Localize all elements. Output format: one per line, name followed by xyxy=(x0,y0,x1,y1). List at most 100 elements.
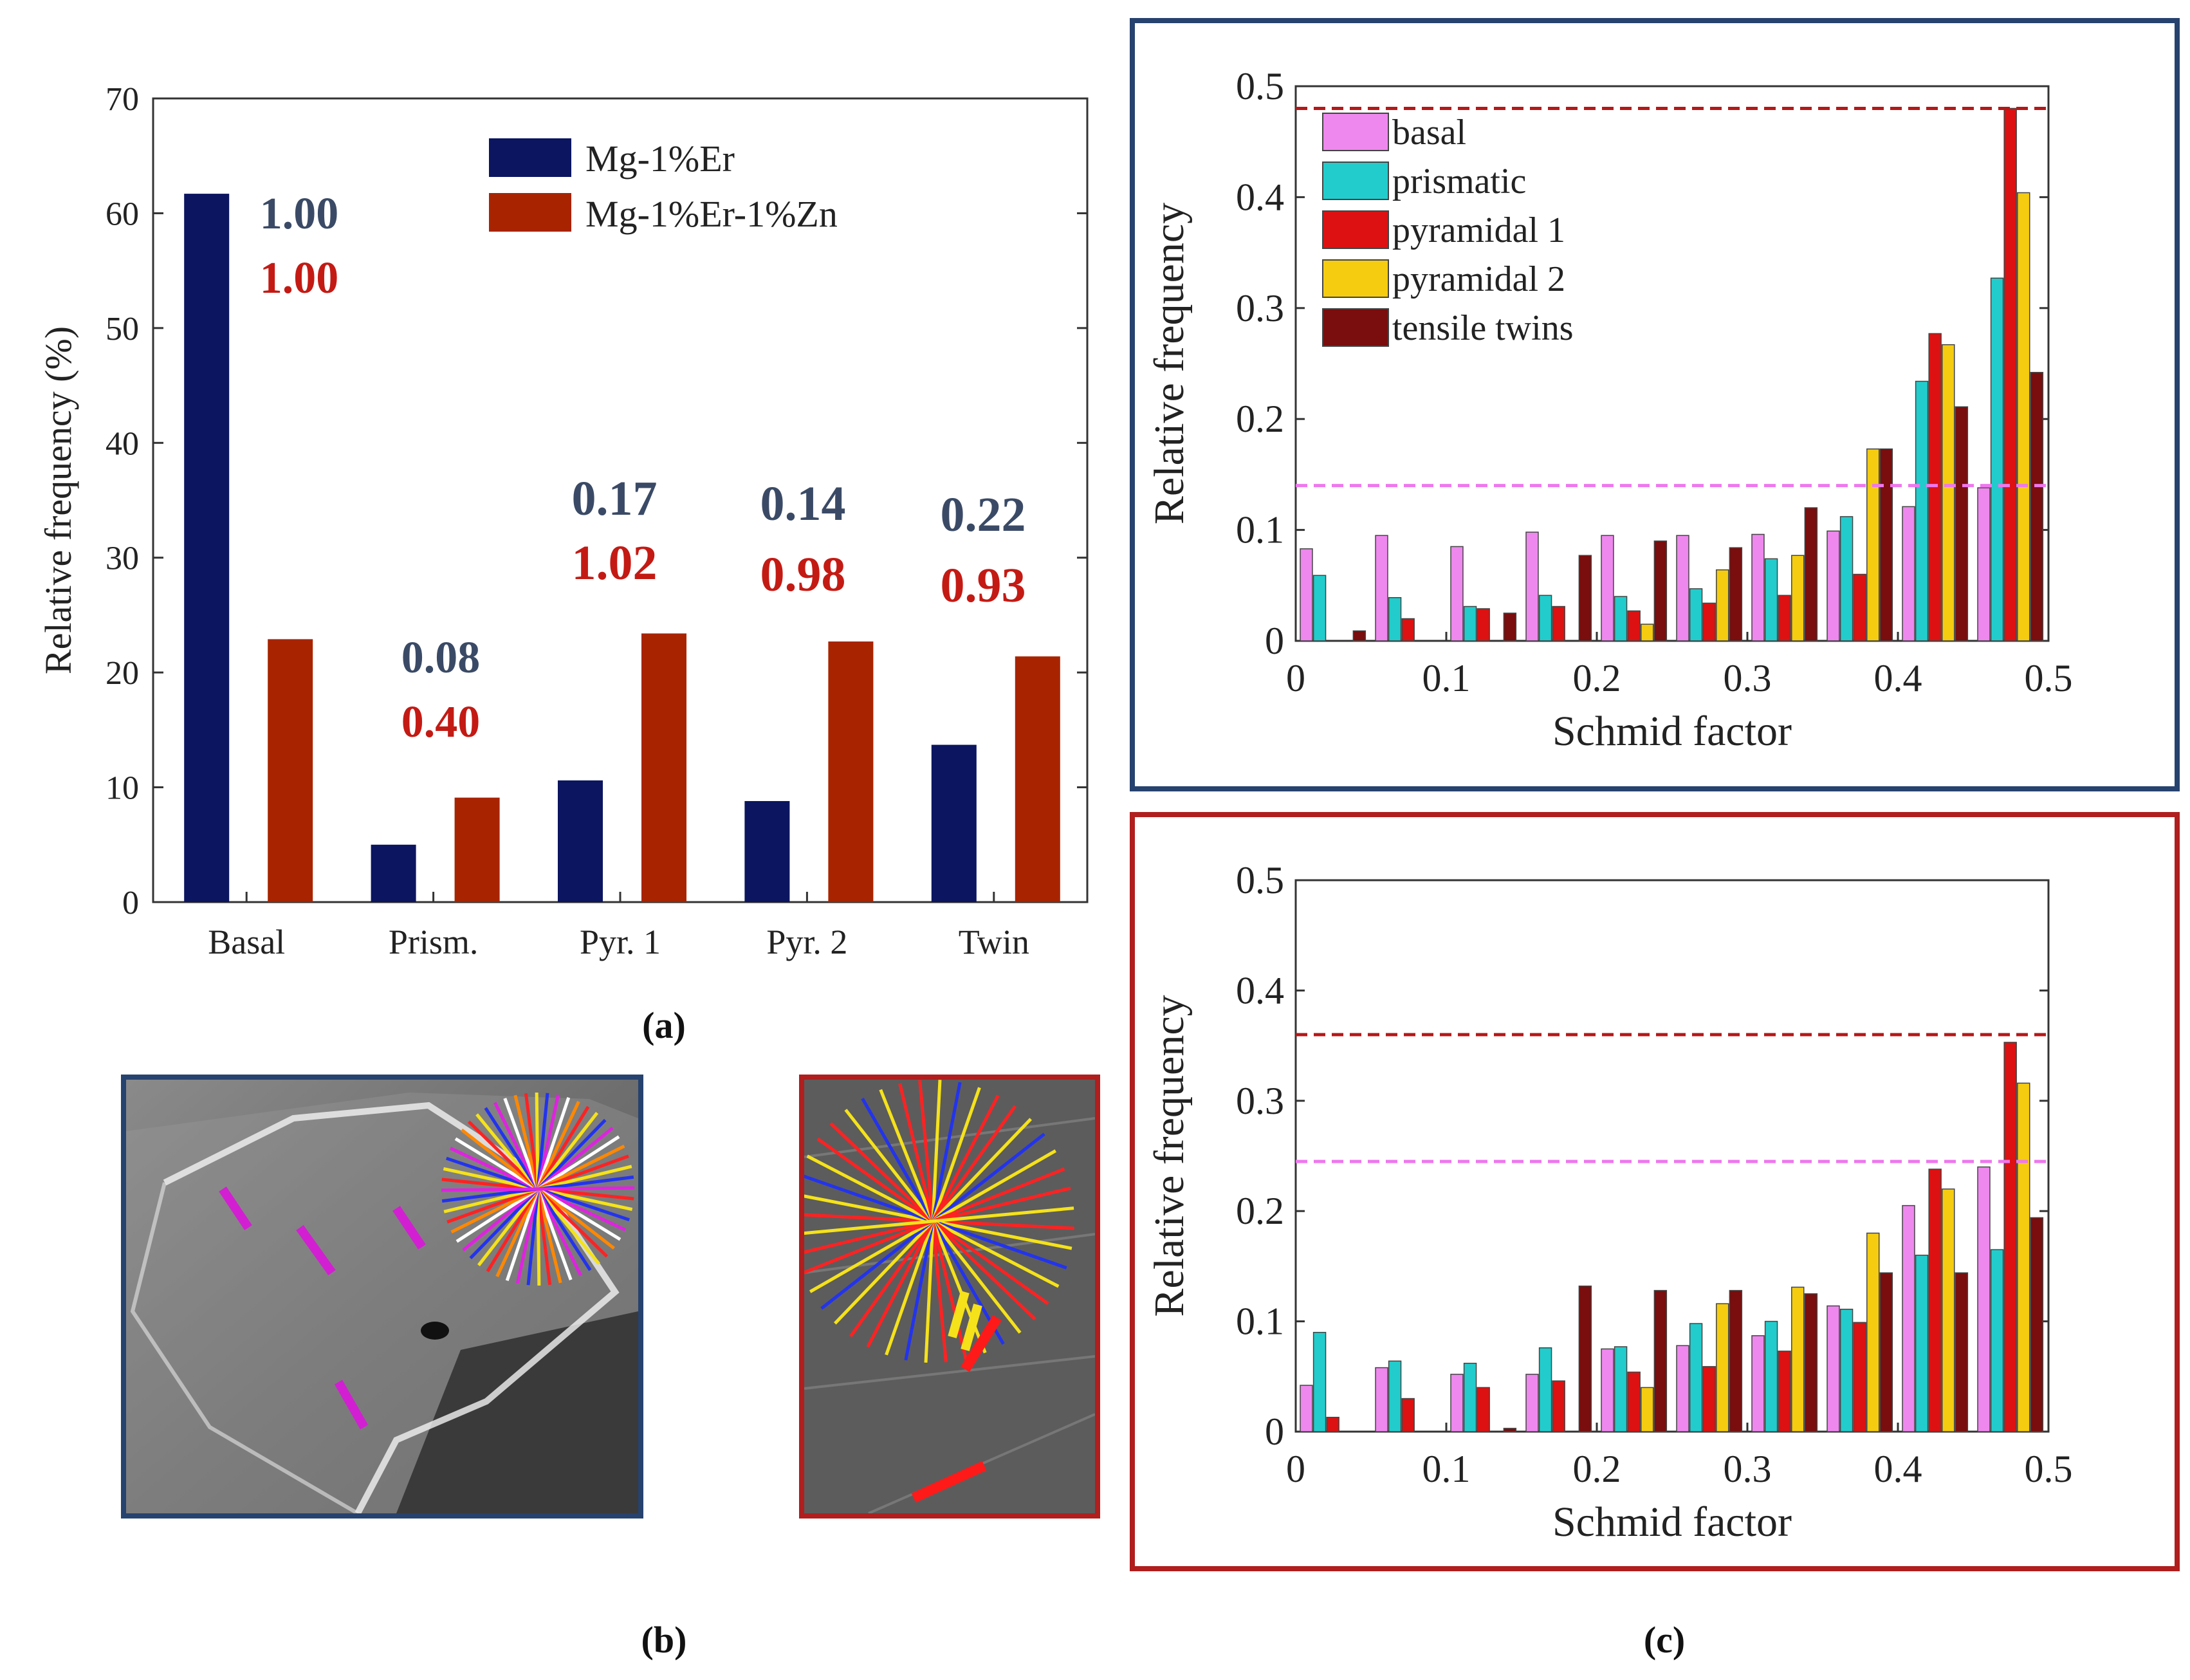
bar-basal xyxy=(1827,1305,1840,1432)
y-axis-label: Relative frequency xyxy=(1146,203,1193,524)
y-tick-label: 0 xyxy=(122,885,139,921)
ratio-label-er: 0.08 xyxy=(401,633,481,683)
bar-prismatic xyxy=(1839,516,1854,642)
bar-pyramidal-1 xyxy=(1477,608,1490,642)
y-tick-label: 0.5 xyxy=(1236,859,1284,901)
panel-label-c: (c) xyxy=(1643,1619,1686,1661)
ratio-label-er: 1.00 xyxy=(260,189,339,239)
y-tick-label: 0.1 xyxy=(1236,509,1284,551)
chart-c-bottom-svg: 0 0.1 0.2 0.3 0.4 0.5 0 0.1 0.2 0.3 0.4 0.5 Schmid f… xyxy=(1146,859,2073,1546)
legend-label-er: Mg-1%Er xyxy=(585,138,735,180)
x-tick-label: Prism. xyxy=(389,923,479,961)
x-tick-label: 0 xyxy=(1286,657,1305,699)
x-tick-label: 0.1 xyxy=(1422,657,1471,699)
bar-pyramidal-2 xyxy=(1942,344,1955,642)
x-axis-label: Schmid factor xyxy=(1552,708,1792,755)
ratio-label-er-zn: 0.93 xyxy=(941,558,1026,613)
y-tick-label: 0.5 xyxy=(1236,65,1284,107)
bar-basal xyxy=(1375,1367,1388,1432)
bar-pyramidal-2 xyxy=(1791,555,1805,642)
bar-pyramidal-2 xyxy=(2017,192,2030,642)
bar-mg-er xyxy=(931,744,977,902)
y-axis-label: Relative frequency (%) xyxy=(37,326,79,674)
legend-swatch-er xyxy=(489,138,571,177)
bar-prismatic xyxy=(1538,595,1552,642)
legend-label: tensile twins xyxy=(1392,308,1574,348)
bar-pyramidal-2 xyxy=(1942,1188,1955,1432)
y-tick-label: 0 xyxy=(1265,1410,1284,1453)
x-tick-label: Pyr. 1 xyxy=(580,923,661,961)
y-tick-label: 40 xyxy=(106,425,139,462)
chart-a-svg: 0 10 20 30 40 50 60 70 Relative frequency (%) Bas… xyxy=(37,81,1089,961)
micrograph-er xyxy=(121,1075,643,1518)
bar-tensile-twins xyxy=(1352,630,1366,642)
legend-swatch xyxy=(1322,259,1389,298)
bar-tensile-twins xyxy=(1879,1272,1893,1432)
bar-pyramidal-1 xyxy=(2003,1042,2017,1432)
bar-pyramidal-1 xyxy=(1627,1371,1641,1432)
ratio-label-er: 0.14 xyxy=(760,477,846,531)
bar-tensile-twins xyxy=(1804,507,1818,642)
bar-pyramidal-1 xyxy=(1778,1351,1791,1432)
chart-a: 0 10 20 30 40 50 60 70 Relative frequency (%) Bas… xyxy=(0,0,1119,965)
bar-tensile-twins xyxy=(1804,1293,1818,1432)
bar-tensile-twins xyxy=(1653,1289,1668,1432)
bar-pyramidal-1 xyxy=(1326,1416,1339,1432)
bar-tensile-twins xyxy=(1503,613,1517,642)
bar-pyramidal-1 xyxy=(1552,605,1565,642)
bar-pyramidal-1 xyxy=(1702,1366,1716,1432)
ratio-label-er: 0.22 xyxy=(941,488,1026,542)
bar-prismatic xyxy=(1463,605,1477,642)
slip-trace-line xyxy=(441,1186,635,1192)
bar-tensile-twins xyxy=(1578,555,1592,642)
bar-pyramidal-1 xyxy=(1401,1398,1415,1432)
bar-pyramidal-1 xyxy=(1552,1380,1565,1432)
legend-label: pyramidal 1 xyxy=(1392,210,1565,250)
legend-swatch xyxy=(1322,308,1389,347)
slip-trace-star-er xyxy=(441,1092,635,1286)
bar-prismatic xyxy=(1388,597,1402,642)
y-tick-label: 0.1 xyxy=(1236,1300,1284,1343)
y-tick-label: 70 xyxy=(106,81,139,118)
ratio-label-er-zn: 0.40 xyxy=(401,697,481,747)
x-tick-label: 0.5 xyxy=(2025,657,2073,699)
bar-tensile-twins xyxy=(1955,1272,1969,1432)
bar-tensile-twins xyxy=(1578,1286,1592,1432)
bar-pyramidal-2 xyxy=(2017,1082,2030,1432)
slip-trace xyxy=(961,1304,982,1351)
bar-tensile-twins xyxy=(1503,1428,1517,1432)
slip-trace-line xyxy=(804,1206,1074,1235)
bar-basal xyxy=(1977,487,1991,642)
y-tick-label: 0.3 xyxy=(1236,1080,1284,1122)
bar-prismatic xyxy=(1839,1308,1854,1432)
y-tick-label: 10 xyxy=(106,770,139,807)
bar-prismatic xyxy=(1990,277,2004,642)
x-tick-label: 0 xyxy=(1286,1448,1305,1490)
x-tick-label: 0.4 xyxy=(1874,657,1922,699)
bar-tensile-twins xyxy=(1729,547,1743,642)
bar-basal xyxy=(1902,1205,1915,1432)
bar-mg-er xyxy=(744,800,790,902)
bar-mg-er-zn xyxy=(1015,656,1060,902)
ratio-label-er: 0.17 xyxy=(572,472,658,526)
bar-basal xyxy=(1300,548,1313,642)
ratio-label-er-zn: 0.98 xyxy=(760,548,846,602)
chart-c-bottom-frame: 0 0.1 0.2 0.3 0.4 0.5 0 0.1 0.2 0.3 0.4 0.5 Schmid f… xyxy=(1130,812,2180,1571)
y-tick-label: 0.2 xyxy=(1236,1190,1284,1232)
red-traces xyxy=(911,1315,1002,1503)
bar-basal xyxy=(1300,1385,1313,1432)
bar-mg-er xyxy=(558,780,603,902)
bar-prismatic xyxy=(1614,596,1628,642)
texture-line xyxy=(804,1355,1095,1390)
bar-basal xyxy=(1525,531,1539,642)
bar-basal xyxy=(1601,1348,1614,1432)
slip-trace-star-erzn xyxy=(804,1080,1074,1363)
grain-dark-region xyxy=(396,1311,638,1513)
bar-basal xyxy=(1751,1335,1765,1432)
bar-pyramidal-1 xyxy=(1928,1168,1942,1432)
legend-swatch xyxy=(1322,162,1389,200)
bar-tensile-twins xyxy=(2030,372,2044,642)
bar-basal xyxy=(1676,1345,1689,1432)
x-tick-label: Basal xyxy=(208,923,285,961)
bar-pyramidal-2 xyxy=(1716,569,1729,642)
